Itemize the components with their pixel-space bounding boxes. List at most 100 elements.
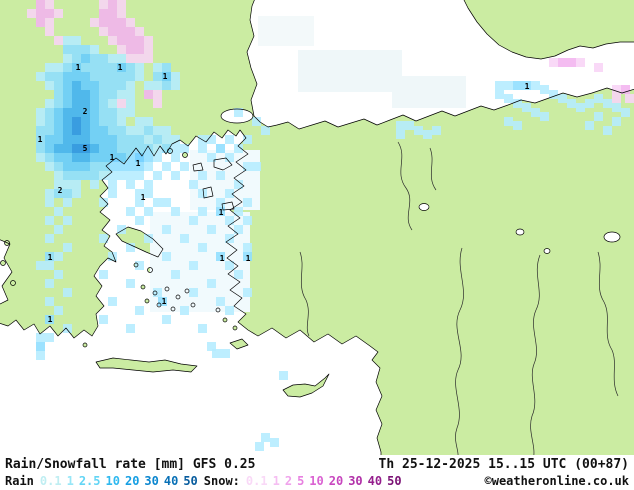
- precip-cell: [198, 144, 207, 153]
- precip-cell: [135, 135, 144, 144]
- precip-cell: [243, 288, 252, 297]
- precip-cell: [117, 18, 126, 27]
- precip-value-labels: 1 1 1 2 1 5 1 1 2 1 1 1 1 1 1 1 1: [38, 63, 530, 324]
- precip-cell: [135, 36, 144, 45]
- precip-cell: [225, 306, 234, 315]
- precip-cell: [72, 81, 81, 90]
- precip-cell: [126, 144, 135, 153]
- precip-cell: [45, 234, 54, 243]
- precip-cell: [171, 135, 180, 144]
- precip-cell: [540, 85, 549, 94]
- precip-cell: [171, 171, 180, 180]
- precip-cell: [72, 90, 81, 99]
- precip-cell: [63, 63, 72, 72]
- precip-cell: [45, 72, 54, 81]
- precip-cell: [126, 72, 135, 81]
- precip-cell: [198, 171, 207, 180]
- precip-cell: [45, 216, 54, 225]
- precip-cell: [90, 99, 99, 108]
- precip-cell: [126, 99, 135, 108]
- precip-cell: [54, 63, 63, 72]
- precip-cell: [432, 126, 441, 135]
- precip-cell: [36, 144, 45, 153]
- precip-cell: [126, 243, 135, 252]
- precip-cell: [405, 121, 414, 130]
- precip-cell: [99, 27, 108, 36]
- precip-cell: [81, 108, 90, 117]
- precip-cell: [625, 94, 634, 103]
- precip-cell: [108, 81, 117, 90]
- precip-cell: [243, 243, 252, 252]
- precip-cell: [108, 180, 117, 189]
- legend-value: 30: [348, 474, 363, 488]
- precip-cell: [63, 180, 72, 189]
- precip-cell: [135, 306, 144, 315]
- precip-cell: [63, 243, 72, 252]
- precip-cell: [396, 121, 405, 130]
- precip-cell: [54, 135, 63, 144]
- legend-value: 1: [272, 474, 280, 488]
- precip-cell: [36, 126, 45, 135]
- cell-value-label: 1: [38, 135, 43, 144]
- cell-value-label: 1: [163, 72, 168, 81]
- precip-cell: [126, 45, 135, 54]
- precip-cell: [126, 81, 135, 90]
- precip-cell: [189, 216, 198, 225]
- precip-cell: [63, 135, 72, 144]
- precip-cell: [45, 63, 54, 72]
- precip-cell: [513, 121, 522, 130]
- precip-cell: [54, 252, 63, 261]
- precip-cell: [225, 153, 234, 162]
- cell-value-label: 1: [220, 254, 225, 263]
- precip-wash: [392, 76, 466, 108]
- precip-cell: [495, 81, 504, 90]
- precip-cell: [216, 171, 225, 180]
- precip-cell: [531, 81, 540, 90]
- legend-value: 5: [297, 474, 305, 488]
- precip-cell: [54, 306, 63, 315]
- precip-cell: [90, 126, 99, 135]
- precip-cell: [63, 324, 72, 333]
- precip-cell: [90, 171, 99, 180]
- precip-cell: [162, 315, 171, 324]
- precip-cell: [63, 189, 72, 198]
- copyright: ©weatheronline.co.uk: [484, 474, 630, 488]
- cell-value-label: 2: [83, 107, 88, 116]
- precip-cell: [99, 315, 108, 324]
- legend-value: 30: [144, 474, 159, 488]
- precip-cell: [225, 135, 234, 144]
- precip-cell: [63, 198, 72, 207]
- precip-cell: [117, 144, 126, 153]
- precip-cell: [108, 36, 117, 45]
- precip-cell: [90, 72, 99, 81]
- precip-cell: [117, 162, 126, 171]
- precip-cell: [90, 117, 99, 126]
- precip-cell: [135, 171, 144, 180]
- precip-cell: [72, 189, 81, 198]
- precip-cell: [243, 216, 252, 225]
- precip-cell: [54, 189, 63, 198]
- precip-cell: [243, 135, 252, 144]
- precip-cell: [252, 162, 261, 171]
- precip-cell: [90, 63, 99, 72]
- precip-cell: [63, 45, 72, 54]
- precip-cell: [126, 180, 135, 189]
- precip-cell: [99, 54, 108, 63]
- precip-cell: [135, 189, 144, 198]
- precip-cell: [621, 85, 630, 94]
- precip-cell: [108, 252, 117, 261]
- precip-cell: [158, 297, 167, 306]
- precip-cell: [144, 81, 153, 90]
- title-row: Rain/Snowfall rate [mm] GFS 0.25 Th 25-1…: [5, 456, 629, 473]
- precip-cell: [153, 153, 162, 162]
- precip-cell: [135, 144, 144, 153]
- precip-cell: [117, 108, 126, 117]
- precip-cell: [99, 63, 108, 72]
- precip-cell: [99, 18, 108, 27]
- precip-cell: [72, 144, 81, 153]
- precip-cell: [45, 18, 54, 27]
- precip-cell: [45, 81, 54, 90]
- precip-cell: [243, 198, 252, 207]
- precip-cell: [45, 279, 54, 288]
- precip-cell: [36, 135, 45, 144]
